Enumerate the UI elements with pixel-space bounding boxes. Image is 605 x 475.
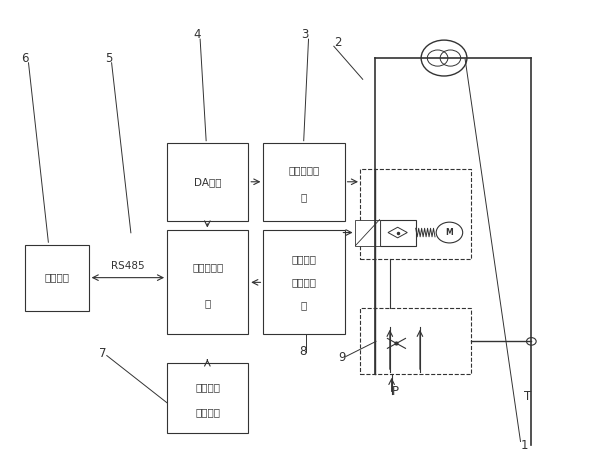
- Text: 驱动马达: 驱动马达: [292, 255, 316, 265]
- Text: RS485: RS485: [111, 261, 145, 271]
- Text: 人机界面: 人机界面: [45, 273, 70, 283]
- Text: 7: 7: [99, 347, 106, 360]
- FancyBboxPatch shape: [167, 143, 248, 221]
- Text: 4: 4: [193, 28, 200, 41]
- Text: 器: 器: [301, 300, 307, 310]
- FancyBboxPatch shape: [25, 245, 89, 311]
- FancyBboxPatch shape: [167, 362, 248, 434]
- Text: 测速传感: 测速传感: [292, 277, 316, 287]
- FancyBboxPatch shape: [360, 308, 471, 374]
- Text: T: T: [524, 390, 531, 403]
- FancyBboxPatch shape: [263, 143, 345, 221]
- Text: 6: 6: [21, 52, 29, 65]
- Text: 测速装置: 测速装置: [195, 407, 220, 417]
- FancyBboxPatch shape: [356, 219, 379, 246]
- Text: 行走速度: 行走速度: [195, 382, 220, 392]
- Text: 器: 器: [301, 192, 307, 203]
- FancyBboxPatch shape: [167, 230, 248, 334]
- Text: 器: 器: [204, 298, 211, 308]
- Text: 8: 8: [299, 345, 306, 358]
- Text: 比例阀驱动: 比例阀驱动: [289, 165, 319, 175]
- Text: DA模块: DA模块: [194, 177, 221, 187]
- Text: 3: 3: [301, 28, 309, 41]
- FancyBboxPatch shape: [360, 169, 471, 259]
- Text: M: M: [445, 228, 453, 237]
- Text: P: P: [392, 385, 399, 398]
- Text: 9: 9: [339, 352, 346, 364]
- Text: 2: 2: [334, 36, 341, 49]
- Text: 1: 1: [520, 439, 528, 452]
- Text: 可编程控制: 可编程控制: [192, 262, 223, 272]
- FancyBboxPatch shape: [379, 219, 416, 246]
- Text: 5: 5: [105, 52, 113, 65]
- FancyBboxPatch shape: [263, 230, 345, 334]
